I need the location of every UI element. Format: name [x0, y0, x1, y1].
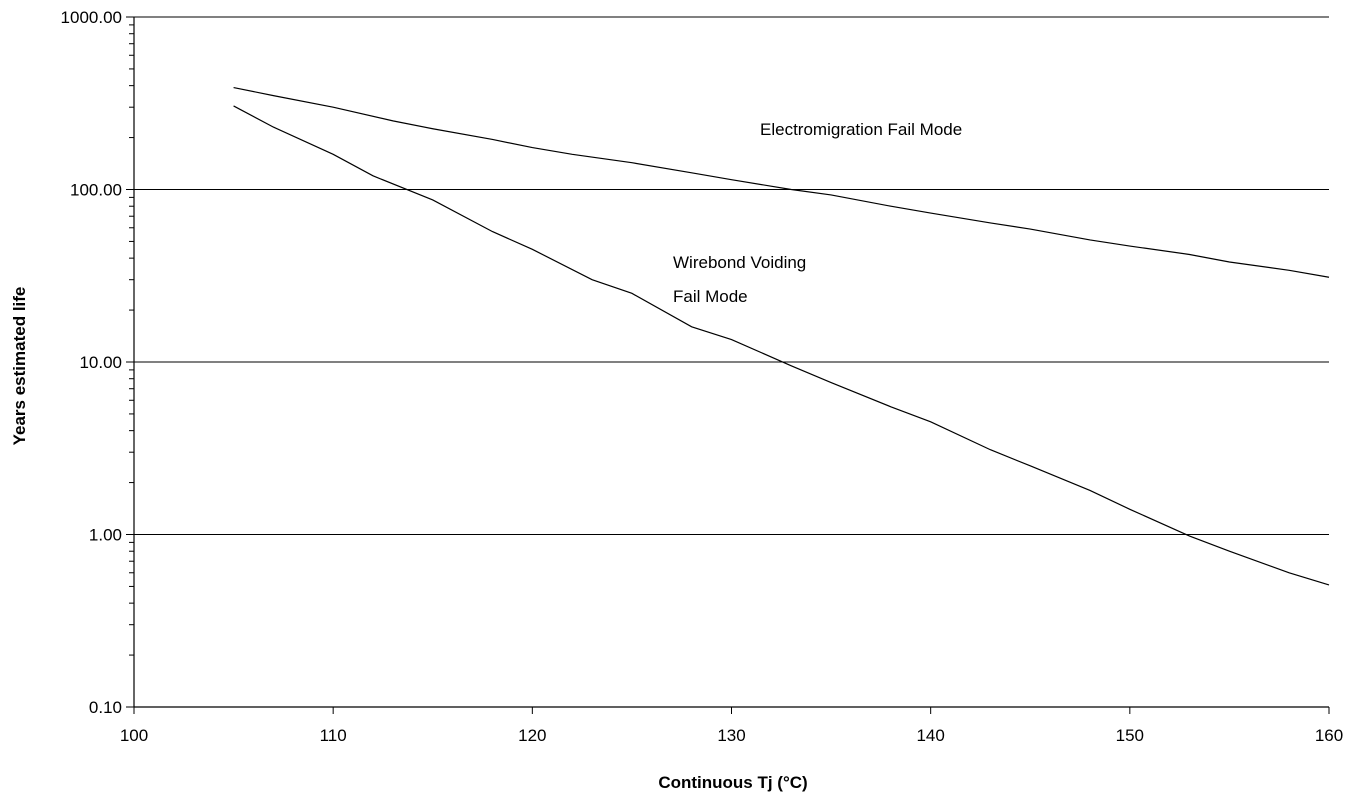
y-tick-label: 100.00	[70, 181, 122, 200]
annotation-wirebond-line1: Wirebond Voiding	[673, 253, 806, 272]
grid-lines	[134, 16, 1329, 535]
axes	[126, 16, 1330, 714]
y-tick-label: 0.10	[89, 698, 122, 717]
series-line-electromigration	[233, 86, 1330, 278]
y-axis-title: Years estimated life	[10, 287, 29, 446]
y-tick-label: 1000.00	[61, 8, 122, 27]
x-axis-title: Continuous Tj (°C)	[658, 773, 807, 792]
x-tick-label: 160	[1315, 726, 1343, 745]
x-tick-label: 110	[320, 726, 347, 745]
series-group	[233, 86, 1330, 586]
annotation-electromigration: Electromigration Fail Mode	[760, 120, 962, 139]
tick-labels: 0.10 1.00 10.00 100.00 1000.00 100 110 120 130 14…	[61, 8, 1344, 745]
annotation-wirebond-line2: Fail Mode	[673, 287, 748, 306]
x-tick-label: 150	[1116, 726, 1144, 745]
x-tick-label: 140	[916, 726, 944, 745]
y-tick-label: 10.00	[79, 353, 122, 372]
series-line-wirebond-voiding	[233, 105, 1330, 586]
x-tick-label: 130	[717, 726, 745, 745]
x-tick-label: 100	[120, 726, 148, 745]
x-tick-label: 120	[518, 726, 546, 745]
y-tick-label: 1.00	[89, 526, 122, 545]
